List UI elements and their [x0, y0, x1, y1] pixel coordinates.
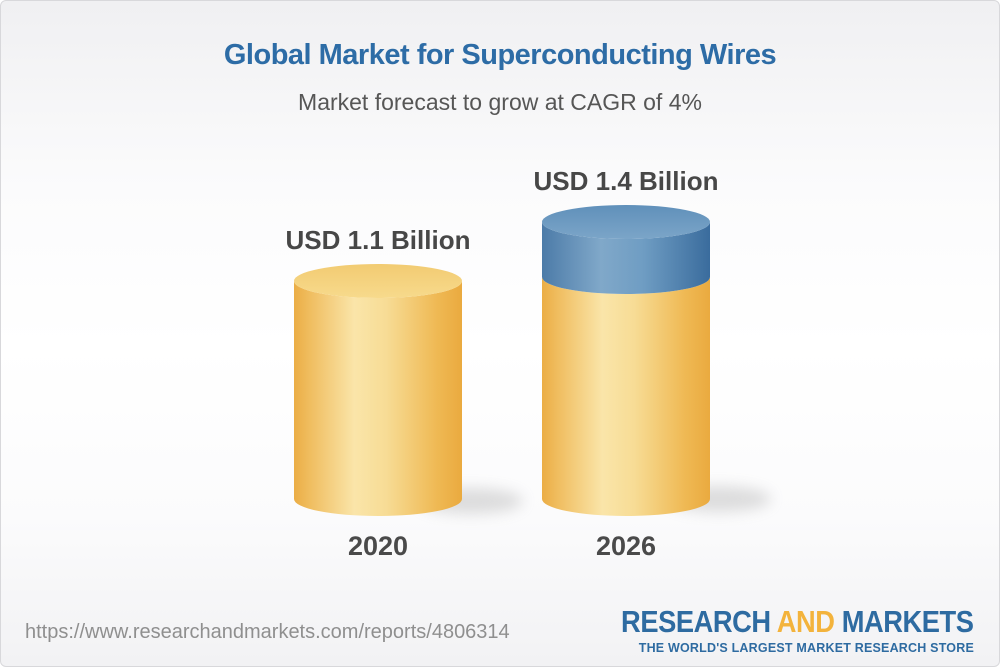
report-url: https://www.researchandmarkets.com/repor… [25, 621, 510, 643]
logo-tagline: THE WORLD'S LARGEST MARKET RESEARCH STOR… [638, 641, 974, 655]
chart-title: Global Market for Superconducting Wires [223, 39, 777, 71]
bar-2020-cylinder [294, 264, 462, 516]
bar-2026-base-segment [542, 277, 710, 516]
bar-2026-cylinder [542, 205, 710, 516]
bar-2026-growth-segment [542, 205, 710, 294]
logo-word-and: AND [777, 604, 836, 639]
axis-label-2026: 2026 [595, 531, 657, 561]
logo-word-research: RESEARCH [621, 604, 772, 639]
value-label-2026: USD 1.4 Billion [533, 166, 719, 196]
value-label-2020: USD 1.1 Billion [285, 225, 471, 255]
axis-label-2020: 2020 [347, 531, 409, 561]
logo-wordmark: RESEARCH AND MARKETS [621, 604, 975, 640]
chart-subtitle: Market forecast to grow at CAGR of 4% [298, 89, 702, 115]
research-and-markets-logo: RESEARCH AND MARKETS THE WORLD'S LARGEST… [573, 604, 975, 655]
logo-word-markets: MARKETS [842, 604, 974, 639]
